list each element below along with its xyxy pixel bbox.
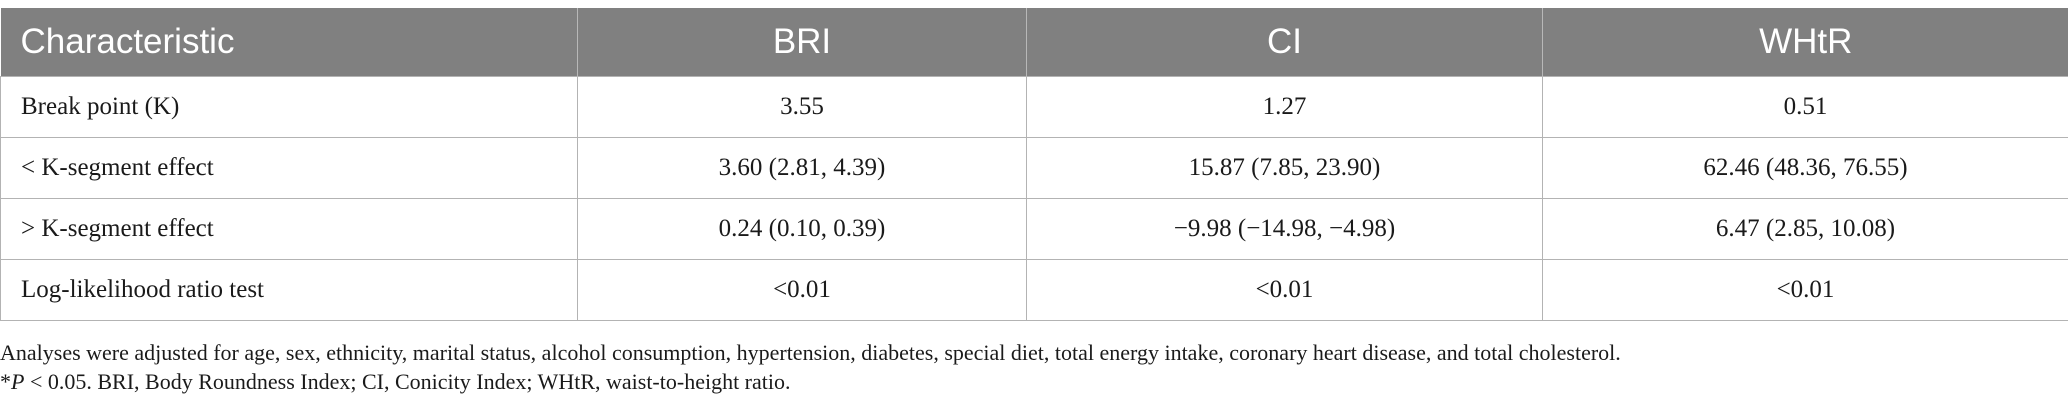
table-footnotes: Analyses were adjusted for age, sex, eth… [0,338,1621,396]
cell-ci: 15.87 (7.85, 23.90) [1026,137,1543,199]
header-characteristic: Characteristic [0,8,578,77]
table-row: Break point (K) 3.55 1.27 0.51 [0,76,2068,138]
table-body: Break point (K) 3.55 1.27 0.51 < K-segme… [0,76,2068,321]
cell-bri: 3.60 (2.81, 4.39) [577,137,1027,199]
row-label: < K-segment effect [0,137,578,199]
table-row: > K-segment effect 0.24 (0.10, 0.39) −9.… [0,198,2068,260]
header-ci: CI [1026,8,1543,77]
cell-whtr: 62.46 (48.36, 76.55) [1542,137,2068,199]
cell-ci: −9.98 (−14.98, −4.98) [1026,198,1543,260]
cell-bri: <0.01 [577,259,1027,321]
header-row: Characteristic BRI CI WHtR [0,8,2068,77]
row-label: Break point (K) [0,76,578,138]
results-table-container: Characteristic BRI CI WHtR Break point (… [0,8,2068,321]
footnote-adjustment: Analyses were adjusted for age, sex, eth… [0,340,1621,365]
cell-bri: 3.55 [577,76,1027,138]
header-bri: BRI [577,8,1027,77]
cell-whtr: <0.01 [1542,259,2068,321]
footnote-abbreviation-text: < 0.05. BRI, Body Roundness Index; CI, C… [24,369,791,394]
table-header: Characteristic BRI CI WHtR [0,8,2068,77]
cell-whtr: 0.51 [1542,76,2068,138]
row-label: > K-segment effect [0,198,578,260]
cell-whtr: 6.47 (2.85, 10.08) [1542,198,2068,260]
cell-bri: 0.24 (0.10, 0.39) [577,198,1027,260]
cell-ci: 1.27 [1026,76,1543,138]
results-table: Characteristic BRI CI WHtR Break point (… [0,8,2068,321]
row-label: Log-likelihood ratio test [0,259,578,321]
footnote-abbreviations: *P < 0.05. BRI, Body Roundness Index; CI… [0,367,1621,396]
footnote-p-symbol: P [11,369,25,394]
cell-ci: <0.01 [1026,259,1543,321]
table-row: Log-likelihood ratio test <0.01 <0.01 <0… [0,259,2068,321]
table-row: < K-segment effect 3.60 (2.81, 4.39) 15.… [0,137,2068,199]
footnote-star: * [0,369,11,394]
header-whtr: WHtR [1542,8,2068,77]
